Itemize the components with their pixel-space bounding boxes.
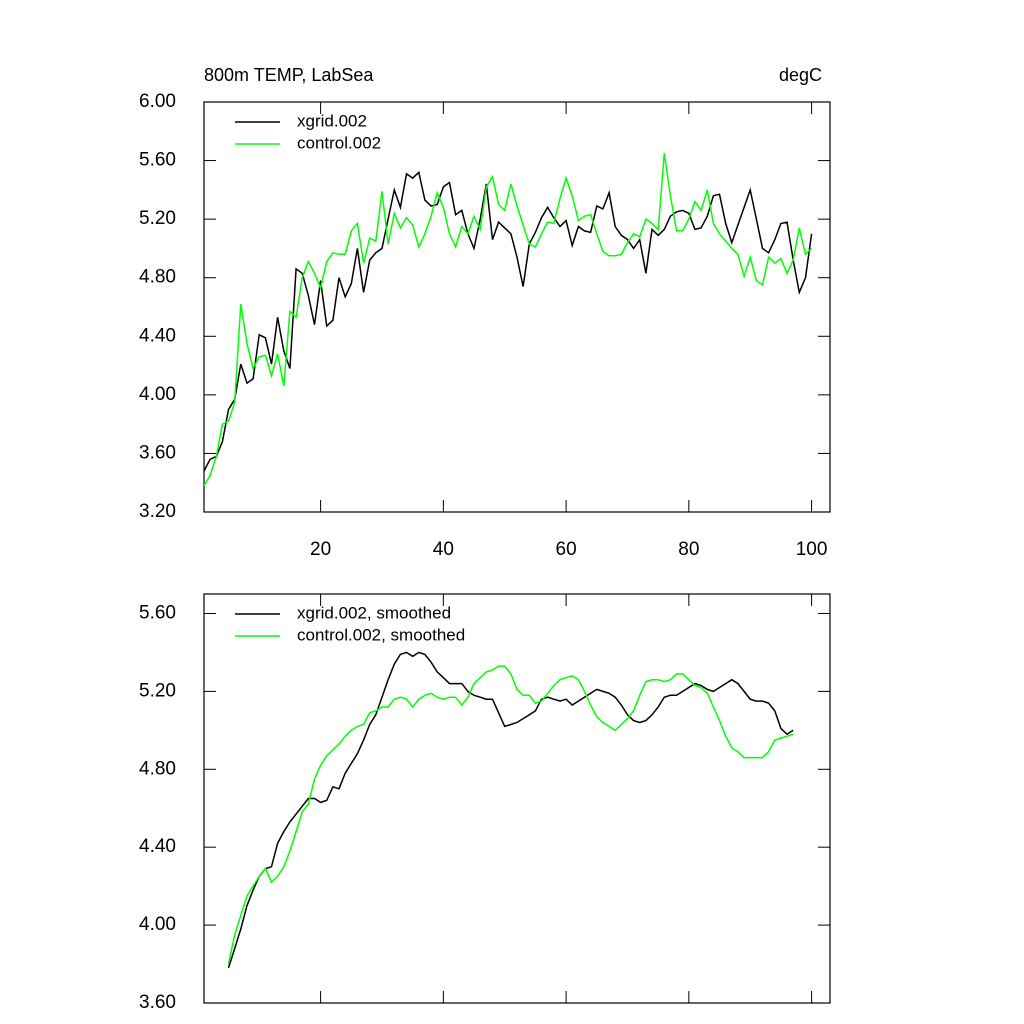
y-tick-label: 5.60 xyxy=(139,150,176,171)
y-tick-label: 3.60 xyxy=(139,992,176,1013)
y-tick-label: 5.20 xyxy=(139,680,176,701)
legend-label: control.002 xyxy=(297,133,381,152)
y-tick-label: 6.00 xyxy=(139,91,176,112)
y-tick-label: 4.40 xyxy=(139,325,176,346)
series-line xyxy=(203,170,813,472)
x-tick-label: 80 xyxy=(678,539,699,560)
series-line xyxy=(227,651,794,969)
plot-frame xyxy=(203,593,831,1004)
x-tick-label: 20 xyxy=(310,539,331,560)
x-tick-label: 40 xyxy=(433,539,454,560)
y-tick-label: 4.80 xyxy=(139,758,176,779)
legend-label: control.002, smoothed xyxy=(297,625,465,644)
x-tick-label: 60 xyxy=(556,539,577,560)
y-tick-label: 3.20 xyxy=(139,501,176,522)
y-tick-label: 4.80 xyxy=(139,267,176,288)
legend-label: xgrid.002, smoothed xyxy=(297,603,451,622)
legend-label: xgrid.002 xyxy=(297,111,367,130)
y-tick-label: 3.60 xyxy=(139,442,176,463)
y-tick-label: 4.40 xyxy=(139,836,176,857)
series-line xyxy=(203,153,813,486)
y-tick-label: 5.60 xyxy=(139,602,176,623)
y-tick-label: 5.20 xyxy=(139,208,176,229)
units-label: degC xyxy=(779,65,822,85)
chart-title: 800m TEMP, LabSea xyxy=(204,65,374,85)
series-line xyxy=(227,665,794,965)
y-tick-label: 4.00 xyxy=(139,914,176,935)
y-tick-label: 4.00 xyxy=(139,384,176,405)
plot-frame xyxy=(203,101,831,513)
x-tick-label: 100 xyxy=(796,539,828,560)
